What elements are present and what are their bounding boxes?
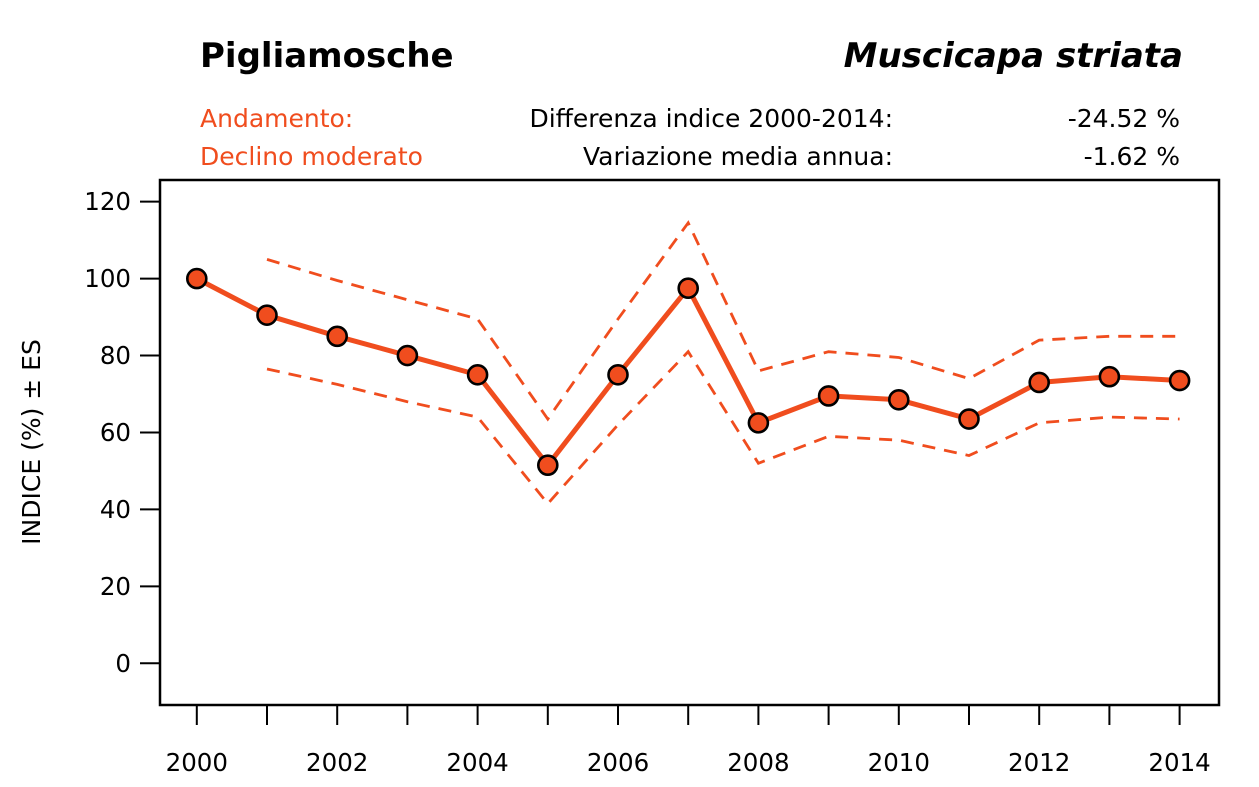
data-point-2014	[1168, 369, 1191, 392]
index-line	[195, 276, 1180, 470]
plot-border	[158, 178, 1221, 707]
error-band-upper	[266, 220, 1180, 422]
x-tick-label: 2008	[727, 748, 789, 777]
error-band-lower	[266, 349, 1180, 506]
data-point-2008	[747, 412, 770, 434]
data-point-2005	[536, 454, 559, 476]
data-point-2009	[817, 385, 840, 407]
plot-area: 0 20 40 60 80 100 120 2000 2002 2004 2006 2008 2010 2…	[84, 178, 1221, 777]
index-difference-value: -24.52 %	[1067, 104, 1180, 133]
y-tick-label: 0	[115, 649, 131, 678]
species-scientific-name: Muscicapa striata	[843, 36, 1183, 76]
x-tick-label: 2006	[587, 748, 649, 777]
y-tick-label: 80	[100, 341, 131, 370]
data-point-2006	[607, 363, 629, 386]
annual-variation-value: -1.62 %	[1083, 142, 1180, 171]
data-point-2004	[466, 363, 489, 386]
x-tick-label: 2004	[446, 748, 508, 777]
x-tick-label: 2000	[166, 748, 228, 777]
annual-variation-label: Variazione media annua:	[583, 142, 893, 171]
data-point-2012	[1028, 371, 1050, 394]
y-tick-label: 40	[100, 495, 131, 524]
data-point-2003	[396, 344, 419, 367]
data-point-2000	[186, 267, 208, 290]
data-point-2013	[1098, 365, 1121, 388]
x-tick-label: 2012	[1008, 748, 1070, 777]
trend-classification: Declino moderato	[200, 142, 423, 171]
y-tick-label: 20	[100, 572, 131, 601]
x-tick-label: 2002	[306, 748, 368, 777]
data-point-2011	[958, 408, 980, 430]
y-tick-label: 100	[84, 264, 131, 293]
species-common-name: Pigliamosche	[200, 36, 454, 76]
data-point-2002	[326, 325, 349, 348]
data-point-2010	[887, 388, 910, 411]
data-point-2007	[677, 277, 700, 300]
x-tick-label: 2010	[868, 748, 930, 777]
trend-label: Andamento:	[200, 104, 354, 133]
index-difference-label: Differenza indice 2000-2014:	[529, 104, 893, 133]
y-axis-title: INDICE (%) ± ES	[17, 339, 46, 545]
data-point-2001	[256, 304, 278, 326]
x-tick-label: 2014	[1148, 748, 1210, 777]
y-tick-label: 60	[100, 418, 131, 447]
y-tick-label: 120	[84, 187, 131, 216]
